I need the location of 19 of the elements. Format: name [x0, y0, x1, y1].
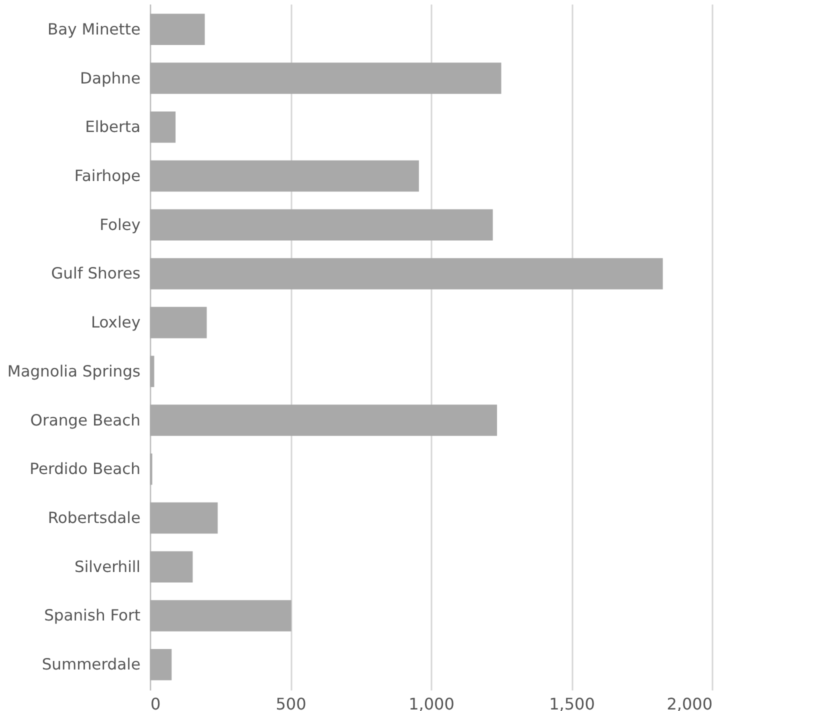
y-tick-label: Fairhope	[74, 166, 140, 185]
y-tick-label: Orange Beach	[30, 411, 140, 430]
y-tick-label: Spanish Fort	[44, 606, 140, 625]
y-tick-label: Silverhill	[74, 558, 140, 576]
x-tick-label: 2,000	[666, 694, 712, 711]
y-tick-label: Summerdale	[42, 656, 140, 674]
y-tick-label: Gulf Shores	[51, 264, 140, 283]
y-tick-label: Daphne	[80, 69, 140, 88]
y-tick-label: Foley	[100, 216, 140, 234]
y-tick-label: Robertsdale	[48, 509, 140, 528]
y-tick-label: Perdido Beach	[30, 460, 140, 478]
x-tick-label: 0	[150, 694, 161, 711]
x-tick-label: 500	[276, 694, 306, 711]
y-tick-label: Loxley	[90, 314, 140, 332]
x-tick-label: 1,500	[549, 694, 595, 711]
x-tick-label: 1,000	[408, 694, 454, 711]
y-tick-label: Bay Minette	[48, 20, 140, 38]
y-tick-label: Elberta	[85, 118, 140, 136]
y-tick-label: Magnolia Springs	[7, 362, 140, 380]
